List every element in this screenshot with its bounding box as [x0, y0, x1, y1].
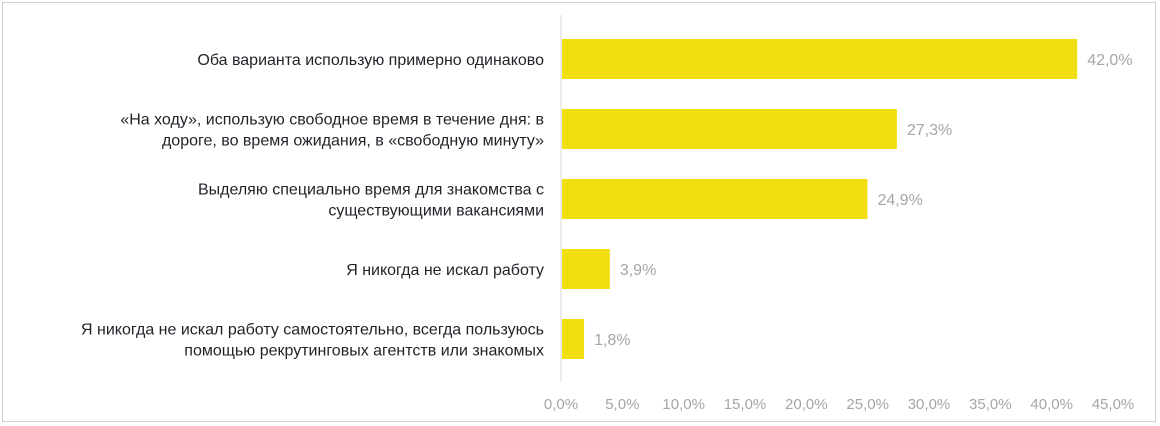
bar-3	[562, 179, 868, 219]
category-label-5-line-2: помощью рекрутинговых агентств или знако…	[184, 343, 544, 360]
x-tick-label-8: 35,0%	[969, 396, 1012, 413]
value-label-5: 1,8%	[594, 332, 630, 349]
category-label-2-line-1: «На ходу», использую свободное время в т…	[120, 112, 544, 129]
x-tick-label-9: 40,0%	[1030, 396, 1073, 413]
x-tick-label-3: 10,0%	[662, 396, 705, 413]
x-tick-label-4: 15,0%	[724, 396, 767, 413]
value-label-2: 27,3%	[907, 122, 952, 139]
value-label-3: 24,9%	[877, 192, 922, 209]
bar-4	[562, 249, 610, 289]
value-label-1: 42,0%	[1087, 52, 1132, 69]
x-tick-label-10: 45,0%	[1092, 396, 1135, 413]
bar-1	[562, 39, 1078, 79]
category-label-3-line-1: Выделяю специально время для знакомства …	[198, 182, 544, 199]
bar-5	[562, 319, 585, 359]
x-tick-label-5: 20,0%	[785, 396, 828, 413]
x-tick-label-2: 5,0%	[605, 396, 639, 413]
x-tick-label-1: 0,0%	[544, 396, 578, 413]
x-tick-label-6: 25,0%	[846, 396, 889, 413]
bar-2	[562, 109, 897, 149]
category-label-4: Я никогда не искал работу	[346, 262, 544, 279]
category-label-3-line-2: существующими вакансиями	[328, 203, 544, 220]
category-label-2-line-2: дороге, во время ожидания, в «свободную …	[162, 133, 544, 150]
category-label-5-line-1: Я никогда не искал работу самостоятельно…	[81, 322, 544, 339]
x-tick-label-7: 30,0%	[908, 396, 951, 413]
bar-chart: 42,0% Оба варианта использую примерно оди…	[81, 15, 1135, 413]
category-label-1: Оба варианта использую примерно одинаков…	[197, 52, 544, 69]
value-label-4: 3,9%	[620, 262, 656, 279]
